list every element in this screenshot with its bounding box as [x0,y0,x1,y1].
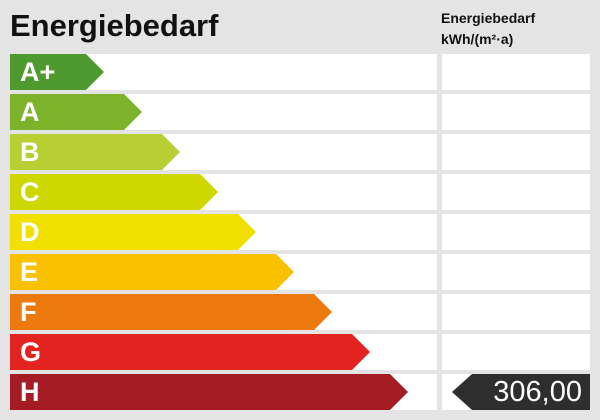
column-header-line1: Energiebedarf [441,10,536,26]
energy-class-row: H 306,00 [10,374,590,410]
energy-class-row: G [10,334,590,370]
energy-class-row: A+ [10,54,590,90]
class-label: B [20,137,40,167]
energy-class-row: F [10,294,590,330]
energy-class-row: E [10,254,590,290]
class-arrow-A+: A+ [10,54,104,90]
value-cell [442,214,590,250]
value-cell [442,94,590,130]
class-label: E [20,257,39,287]
class-arrow-C: C [10,174,218,210]
class-arrow-A: A [10,94,142,130]
class-arrow-H: H [10,374,408,410]
value-cell [442,334,590,370]
class-arrow-G: G [10,334,370,370]
class-label: H [20,377,40,407]
current-value-marker: 306,00 [452,374,590,410]
class-label: C [20,177,40,207]
class-arrow-D: D [10,214,256,250]
class-arrow-E: E [10,254,294,290]
class-arrow-F: F [10,294,332,330]
value-cell [442,134,590,170]
energy-class-row: C [10,174,590,210]
class-arrow-B: B [10,134,180,170]
value-cell [442,254,590,290]
column-header: Energiebedarf kWh/(m²·a) [441,8,535,50]
value-cell [442,54,590,90]
energy-class-row: A [10,94,590,130]
class-label: G [20,337,42,367]
energy-class-row: B [10,134,590,170]
value-cell [442,174,590,210]
class-label: A+ [20,57,56,87]
column-header-unit: kWh/(m²·a) [441,31,514,47]
class-label: A [20,97,40,127]
class-label: F [20,297,37,327]
class-label: D [20,217,40,247]
current-value: 306,00 [493,376,582,408]
energy-class-row: D [10,214,590,250]
value-cell [442,294,590,330]
page-title: Energiebedarf [10,8,219,43]
